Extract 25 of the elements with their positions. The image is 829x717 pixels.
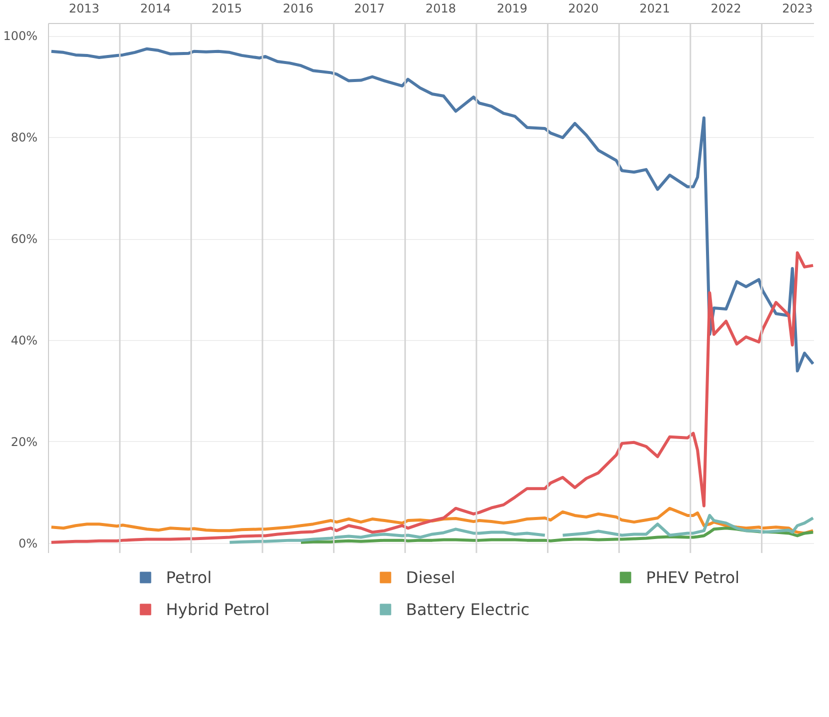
x-tick-label: 2023 — [782, 2, 813, 16]
x-tick-label: 2022 — [710, 2, 742, 16]
line-series — [50, 47, 814, 372]
x-tick-label: 2013 — [68, 2, 100, 16]
x-tick-label: 2017 — [354, 2, 385, 16]
x-tick-label: 2015 — [212, 2, 242, 16]
y-tick-label: 40% — [10, 333, 38, 348]
x-tick-label: 2019 — [496, 2, 528, 16]
line-series — [50, 251, 814, 544]
y-tick-label: 0% — [18, 536, 38, 550]
legend-label: Battery Electric — [406, 600, 531, 618]
legend-label: Diesel — [406, 568, 456, 586]
y-tick-label: 80% — [10, 130, 38, 145]
line-series — [50, 506, 814, 535]
y-tick-label: 60% — [10, 232, 38, 246]
x-tick-label: 2020 — [568, 2, 599, 16]
x-tick-label: 2018 — [426, 2, 456, 16]
legend-label: Hybrid Petrol — [166, 600, 271, 618]
legend-label: Petrol — [166, 568, 213, 586]
x-tick-label: 2014 — [140, 2, 171, 16]
legend-label: PHEV Petrol — [646, 568, 740, 586]
y-tick-label: 20% — [10, 434, 38, 449]
x-tick-label: 2016 — [282, 2, 314, 16]
x-tick-label: 2021 — [639, 2, 670, 16]
y-tick-label: 100% — [3, 29, 38, 44]
